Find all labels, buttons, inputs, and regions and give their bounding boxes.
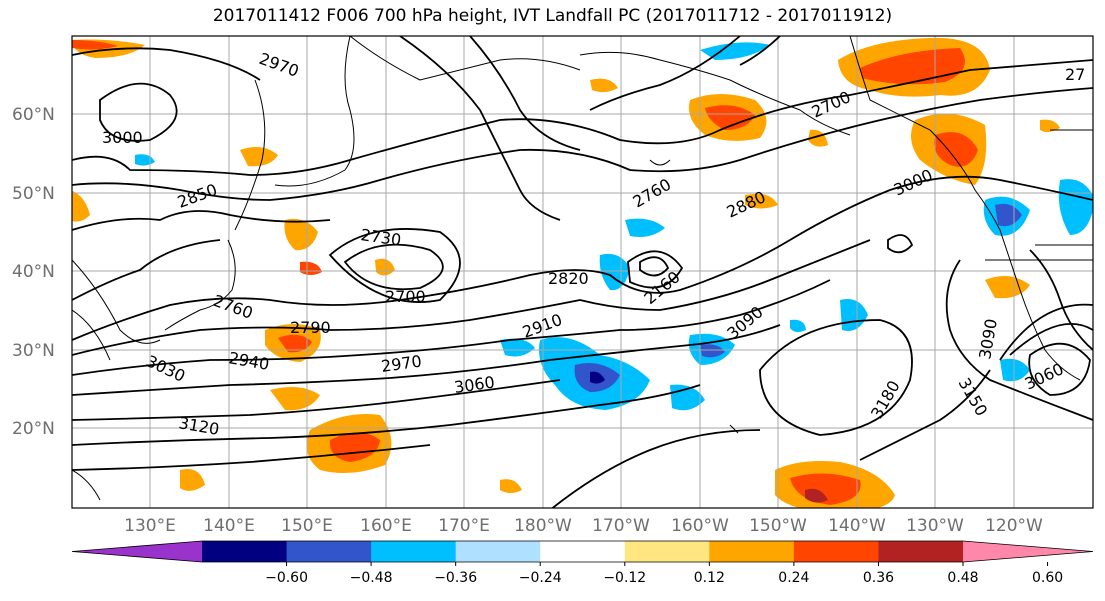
ivt-positive-shading bbox=[72, 37, 1060, 508]
colorbar-tick-label: 0.12 bbox=[694, 570, 725, 586]
longitude-axis: 130°E 140°E 150°E 160°E 170°E 180°W 170°… bbox=[124, 516, 1043, 536]
colorbar-extend-low bbox=[72, 541, 202, 562]
lon-label: 160°W bbox=[671, 516, 729, 536]
map-title: 2017011412 F006 700 hPa height, IVT Land… bbox=[212, 6, 893, 26]
ivt-blob-south-center bbox=[775, 461, 895, 508]
lon-label: 150°E bbox=[281, 516, 333, 536]
contour-label: 27 bbox=[1065, 65, 1085, 84]
colorbar-extend-high bbox=[963, 541, 1093, 562]
colorbar-swatch bbox=[878, 541, 964, 562]
colorbar-swatch bbox=[455, 541, 541, 562]
lon-label: 130°W bbox=[906, 516, 964, 536]
plot-frame bbox=[71, 35, 1094, 509]
lon-label: 140°E bbox=[203, 516, 255, 536]
lon-label: 130°E bbox=[124, 516, 176, 536]
colorbar-swatch bbox=[286, 541, 372, 562]
ivt-blob-alaska bbox=[689, 94, 767, 141]
colorbar-tick-label: −0.60 bbox=[265, 570, 308, 586]
lon-label: 180°W bbox=[514, 516, 572, 536]
graticule bbox=[72, 36, 1093, 508]
lon-label: 140°W bbox=[828, 516, 886, 536]
contour-label: 2820 bbox=[548, 269, 589, 288]
colorbar-tick-label: −0.48 bbox=[350, 570, 393, 586]
contour-label: 2790 bbox=[290, 318, 331, 337]
lon-label: 120°W bbox=[985, 516, 1043, 536]
latitude-axis: 60°N 50°N 40°N 30°N 20°N bbox=[12, 105, 55, 439]
lon-label: 170°W bbox=[592, 516, 650, 536]
contour-label: 3000 bbox=[102, 128, 143, 147]
lon-label: 170°E bbox=[438, 516, 490, 536]
colorbar bbox=[71, 540, 1094, 563]
colorbar-tick-label: 0.36 bbox=[863, 570, 894, 586]
colorbar-tick-label: 0.48 bbox=[947, 570, 978, 586]
ivt-blob-east-alaska bbox=[838, 37, 990, 97]
colorbar-swatch bbox=[793, 541, 879, 562]
lon-label: 160°E bbox=[360, 516, 412, 536]
colorbar-outline bbox=[71, 540, 1094, 563]
contour-label: 2700 bbox=[385, 287, 426, 306]
colorbar-tick-label: 0.60 bbox=[1032, 570, 1063, 586]
colorbar-ticks: −0.60 −0.48 −0.36 −0.24 −0.12 0.12 0.24 0.36 0.4… bbox=[265, 562, 1063, 586]
lat-label: 60°N bbox=[12, 105, 55, 125]
colorbar-tick-label: −0.36 bbox=[434, 570, 477, 586]
contour-labels: 2970 3000 2850 2730 2700 2760 2700 2880 … bbox=[102, 49, 1085, 439]
lat-label: 30°N bbox=[12, 341, 55, 361]
colorbar-swatch bbox=[709, 541, 795, 562]
colorbar-tick-label: −0.24 bbox=[519, 570, 562, 586]
lon-label: 150°W bbox=[749, 516, 807, 536]
colorbar-tick-label: 0.24 bbox=[778, 570, 809, 586]
ivt-blob-bc-coast bbox=[911, 113, 987, 185]
colorbar-tick-label: −0.12 bbox=[603, 570, 646, 586]
lat-label: 20°N bbox=[12, 419, 55, 439]
lat-label: 50°N bbox=[12, 184, 55, 204]
colorbar-swatch bbox=[202, 541, 288, 562]
colorbar-swatch bbox=[371, 541, 457, 562]
lat-label: 40°N bbox=[12, 262, 55, 282]
colorbar-swatch bbox=[540, 541, 626, 562]
ivt-blob-subtropical-negative bbox=[539, 337, 650, 410]
colorbar-swatch bbox=[624, 541, 710, 562]
height-contours bbox=[72, 36, 1093, 508]
